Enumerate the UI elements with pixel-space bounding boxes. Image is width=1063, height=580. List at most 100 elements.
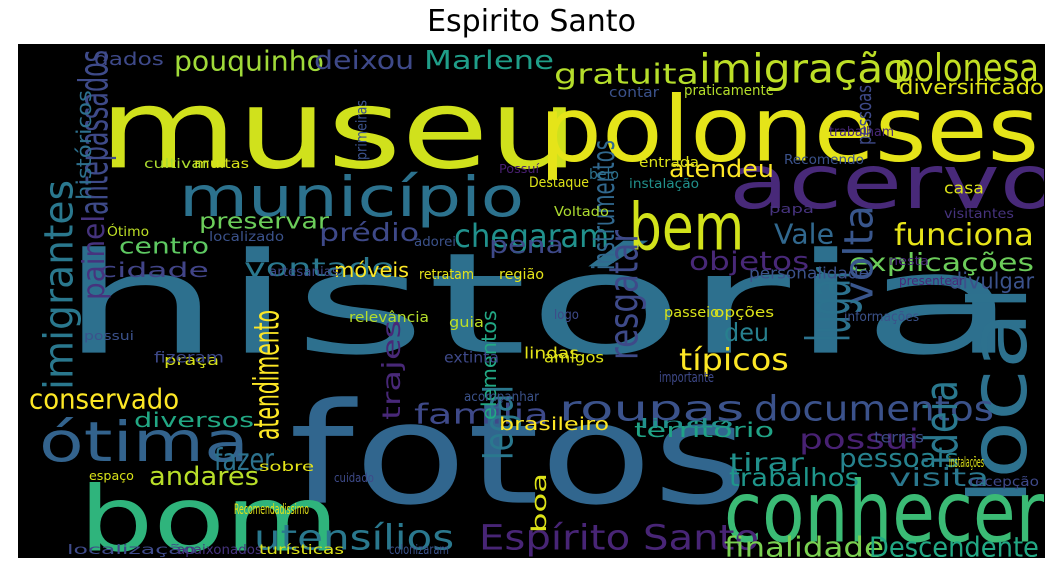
word-69: históricos (72, 90, 96, 200)
word-15: utensílios (254, 516, 455, 558)
word-81: entrada (639, 153, 700, 171)
word-7: conhecer (724, 462, 1045, 558)
word-76: contar (609, 83, 660, 101)
word-82: Recomendo (784, 151, 864, 168)
word-95: relevância (349, 308, 429, 326)
word-93: nesta (889, 253, 929, 268)
word-109: sobre (259, 458, 315, 475)
word-1: museu (99, 65, 579, 194)
word-116: apaixonados (177, 541, 262, 558)
word-108: espaço (89, 468, 134, 483)
word-92: região (499, 265, 545, 283)
word-89: adorei (414, 233, 457, 250)
word-49: preservar (199, 208, 330, 234)
word-34: trabalhos (729, 462, 859, 492)
word-112: instalações (949, 453, 984, 471)
word-75: primeiras (352, 100, 371, 160)
word-30: típicos (679, 342, 789, 378)
word-28: atendeu (669, 154, 774, 183)
word-86: Voltado (554, 203, 609, 220)
word-51: painel (76, 214, 112, 300)
word-32: pessoais (839, 442, 959, 474)
word-25: deixou (314, 44, 415, 76)
word-115: localização (67, 541, 198, 558)
word-118: colonizaram (389, 541, 449, 558)
word-111: boa (527, 473, 551, 533)
word-103: amigos (544, 348, 605, 367)
word-36: possui (799, 422, 920, 456)
word-10: ótima (39, 410, 249, 475)
word-85: instalação (629, 175, 700, 192)
word-56: divulgar (949, 268, 1035, 294)
word-113: recepção (969, 473, 1039, 490)
word-39: prédio (319, 217, 420, 247)
word-90: artesanias (269, 263, 340, 280)
word-27: diversificado (899, 75, 1044, 99)
word-65: casa (944, 178, 984, 198)
word-77: praticamente (684, 81, 775, 99)
word-64: brasileiro (499, 413, 609, 435)
word-33: visita (889, 462, 990, 492)
word-117: turísticas (259, 541, 344, 558)
word-107: terras (874, 428, 924, 447)
word-80: belo (589, 165, 619, 183)
word-cloud: história museu fotos poloneses acervo local bo… (18, 44, 1045, 558)
word-43: objetos (689, 245, 810, 277)
word-84: Destaque (529, 173, 589, 191)
word-cloud-canvas: história museu fotos poloneses acervo local bo… (19, 45, 1044, 557)
word-79: trabalham (829, 123, 895, 140)
word-97: passeio (664, 303, 720, 321)
word-52: atendimento (245, 309, 287, 440)
word-38: tirar (729, 447, 804, 477)
word-57: ideia (914, 380, 968, 465)
word-13: roupas (559, 387, 745, 429)
word-26: Marlene (424, 44, 554, 76)
word-70: dados (94, 48, 164, 70)
word-50: cidade (99, 258, 209, 282)
word-37: família (414, 397, 549, 431)
word-12: polonesa (894, 45, 1039, 91)
word-2: fotos (289, 372, 749, 537)
word-54: trajes (376, 319, 406, 420)
word-18: Descendente (869, 530, 1039, 558)
word-104: importante (659, 368, 714, 386)
word-23: gratuita (554, 57, 699, 91)
word-62: móveis (334, 258, 410, 282)
word-91: retratam (419, 265, 474, 283)
word-87: visitantes (944, 205, 1014, 222)
word-100: possui (84, 328, 135, 343)
word-0: história (59, 222, 1019, 387)
word-74: localizado (209, 228, 285, 245)
word-3: poloneses (539, 76, 1040, 183)
word-31: conservado (29, 382, 180, 416)
word-94: presentear (899, 273, 965, 288)
word-11: imigração (699, 45, 910, 93)
word-67: praça (164, 351, 220, 369)
word-35: andares (149, 460, 259, 492)
word-8: município (179, 165, 525, 230)
word-73: Ótimo (107, 223, 150, 240)
word-53: fazer (214, 442, 274, 478)
word-63: território (634, 418, 775, 442)
word-60: personalidade (749, 263, 870, 283)
word-71: cultivar (144, 155, 209, 172)
word-105: acompanhar (464, 388, 539, 405)
word-14: documentos (754, 387, 994, 429)
word-83: Possuí (499, 161, 540, 176)
word-24: pouquinho (174, 44, 324, 78)
word-58: diversos (134, 408, 255, 432)
word-102: extinta (444, 348, 499, 367)
word-88: papa (769, 201, 814, 216)
word-17: finalidade (724, 530, 884, 558)
word-98: opções (714, 303, 775, 321)
word-96: logo (554, 306, 579, 323)
chart-title: Espirito Santo (427, 4, 636, 39)
word-20: chegaram (454, 217, 610, 255)
word-6: bom (79, 466, 340, 558)
word-48: centro (119, 233, 210, 259)
word-110: cuidado (334, 470, 374, 485)
word-47: vontade (244, 252, 395, 282)
word-114: Recomendadissimo (234, 500, 309, 518)
word-4: acervo (729, 138, 1045, 226)
word-40: pena (489, 230, 564, 259)
